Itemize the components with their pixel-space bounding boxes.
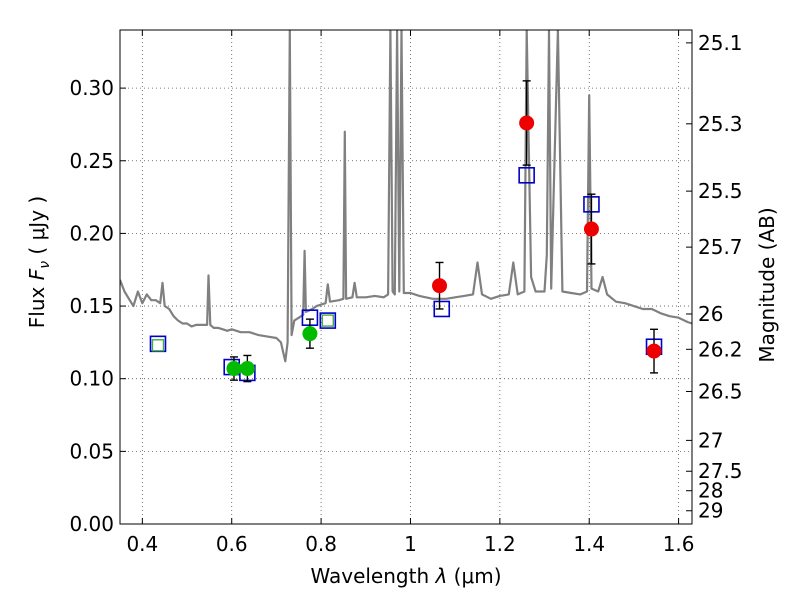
optical-photometry-point (302, 326, 318, 342)
mag-tick-label: 27 (698, 428, 723, 452)
y2-axis-label: Magnitude (AB) (755, 207, 779, 362)
mag-tick-label: 25.7 (698, 235, 743, 259)
axis-ticks: 0.4 0.6 0.8 1 1.2 1.4 1.6 0.00 0.05 0.10 0.15 0.20 0… (69, 30, 743, 556)
optical-photometry-point (226, 361, 242, 377)
template-spectrum (120, 30, 692, 363)
x-axis-label-prefix: Wavelength (310, 564, 435, 588)
y-tick-label: 0.00 (69, 512, 114, 536)
infrared-photometry-point (432, 278, 448, 294)
mag-tick-label: 25.5 (698, 179, 743, 203)
mag-tick-label: 26 (698, 302, 723, 326)
y-tick-label: 0.10 (69, 367, 114, 391)
infrared-photometry-point (583, 221, 599, 237)
x-axis-label: Wavelength λ (μm) (310, 564, 501, 588)
y-tick-label: 0.30 (69, 76, 114, 100)
x-tick-label: 1 (404, 532, 417, 556)
data-points (149, 80, 663, 383)
x-tick-label: 1.4 (573, 532, 605, 556)
mag-tick-label: 26.5 (698, 379, 743, 403)
mag-tick-label: 27.5 (698, 459, 743, 483)
x-tick-label: 0.4 (126, 532, 158, 556)
y-tick-label: 0.05 (69, 439, 114, 463)
model-square-inner-point (151, 339, 165, 352)
mag-tick-label: 26.2 (698, 337, 743, 361)
mag-tick-label: 25.1 (698, 31, 743, 55)
grid-lines (120, 30, 692, 525)
mag-tick-label: 29 (698, 499, 723, 523)
x-tick-label: 0.6 (216, 532, 248, 556)
y-tick-label: 0.20 (69, 221, 114, 245)
x-tick-label: 1.2 (484, 532, 516, 556)
y-axis-label-symbol: F (25, 268, 49, 280)
mag-tick-label: 28 (698, 479, 723, 503)
model-square-inner-point (321, 314, 334, 327)
model-square-point (319, 312, 337, 329)
y-axis-label: Flux Fν ( μJy ) (25, 196, 53, 328)
y-axis-label-prefix: Flux (25, 280, 49, 328)
y-tick-label: 0.15 (69, 294, 114, 318)
y-tick-label: 0.25 (69, 149, 114, 173)
x-tick-label: 0.8 (305, 532, 337, 556)
infrared-photometry-point (646, 343, 662, 359)
x-axis-label-symbol: λ (434, 564, 447, 588)
template-spectrum-line (120, 30, 692, 363)
y-axis-label-suffix: ( μJy ) (25, 196, 49, 261)
plot-frame (119, 29, 693, 525)
infrared-photometry-point (519, 115, 535, 131)
optical-photometry-point (239, 361, 255, 377)
x-axis-label-suffix: (μm) (447, 564, 501, 588)
mag-tick-label: 25.3 (698, 112, 743, 136)
y-axis-label-subscript: ν (37, 261, 53, 269)
model-square-point (518, 166, 535, 184)
model-square-point (433, 300, 451, 318)
x-tick-label: 1.6 (663, 532, 695, 556)
